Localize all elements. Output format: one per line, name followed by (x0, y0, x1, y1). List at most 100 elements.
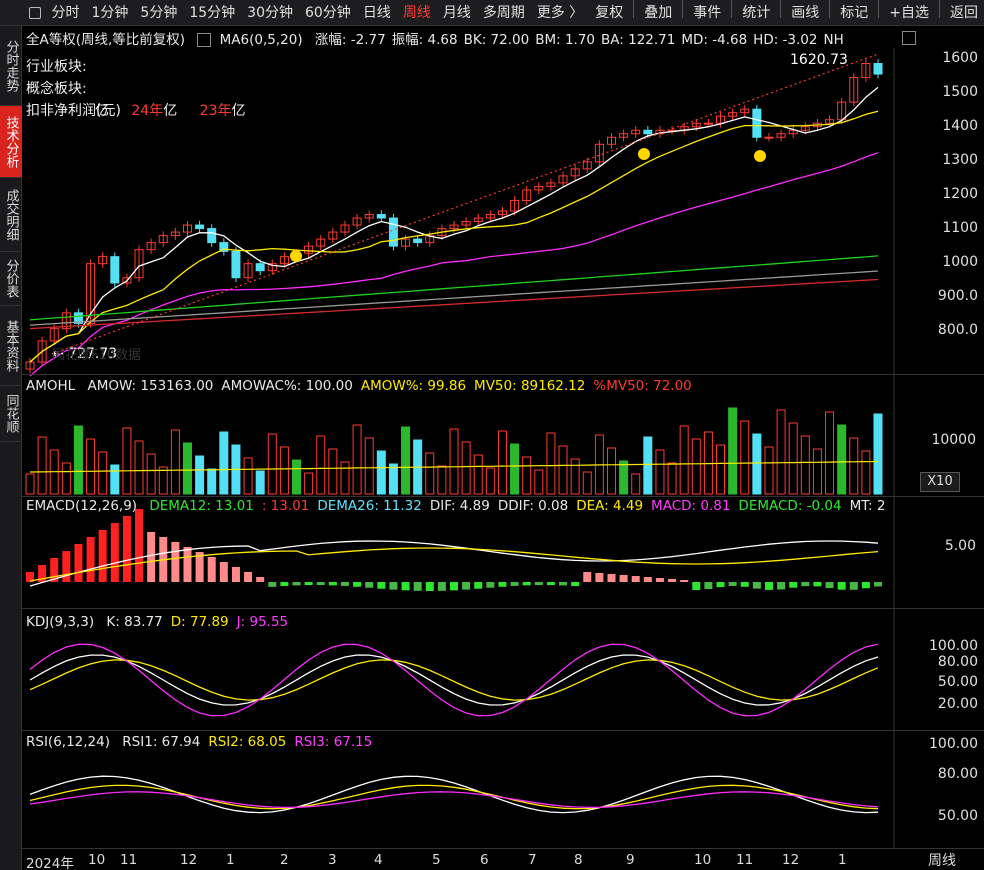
macd-bar (389, 582, 398, 590)
volume-bar (606, 447, 616, 495)
volume-bar (401, 426, 411, 495)
volume-bar (510, 443, 520, 495)
toolbar-separator (939, 0, 940, 18)
volume-bar (340, 461, 350, 495)
ma30-line (29, 152, 879, 377)
menu-icon[interactable] (24, 0, 45, 26)
period-tab-10[interactable]: 更多 〉 (536, 4, 584, 21)
period-tab-3[interactable]: 15分钟 (189, 4, 236, 21)
period-tab-4[interactable]: 30分钟 (247, 4, 293, 21)
period-label: 周线 (928, 853, 956, 869)
macd-bar (219, 562, 228, 582)
candle-body (800, 126, 810, 131)
stat-7: NH (823, 32, 844, 48)
candle-body (522, 189, 532, 201)
period-tabs: 分时 1分钟 5分钟 15分钟 30分钟 60分钟 日线 周线 月线 多周期 更多 〉 (45, 0, 589, 26)
period-tab-5[interactable]: 60分钟 (304, 4, 351, 21)
volume-bar (267, 433, 277, 495)
sidebar-item-1[interactable]: 技术分析 (0, 106, 22, 178)
candle-body (643, 129, 653, 135)
candle-body (316, 238, 326, 247)
period-tab-9[interactable]: 多周期 (482, 4, 525, 21)
candle-body (497, 210, 507, 216)
sidebar-item-5[interactable]: 同花顺 (0, 386, 22, 442)
volume-bar (631, 473, 641, 495)
candle-body (425, 235, 435, 244)
candle-body (195, 224, 205, 230)
pane-divider (22, 374, 984, 375)
macd-bar (571, 582, 580, 587)
x-tick-6: 3 (328, 852, 337, 868)
volume-bar (292, 459, 302, 495)
candle-body (449, 224, 459, 230)
macd-bar (643, 577, 652, 582)
high-marker: 1620.73 (790, 52, 848, 68)
macd-bar (849, 582, 858, 590)
volume-bar (425, 452, 435, 495)
macd-bar (692, 582, 701, 590)
macd-bar (365, 582, 374, 588)
candle-body (752, 108, 762, 138)
toolbar-action-4[interactable]: 画线 (791, 4, 820, 21)
index-title: 全A等权(周线,等比前复权) (26, 32, 186, 48)
candle-body (728, 112, 738, 117)
macd-bar (74, 544, 83, 582)
volume-bar (243, 457, 253, 495)
candle-body (364, 214, 374, 219)
candle-body (546, 182, 556, 187)
macd-bar (801, 582, 810, 587)
toolbar-separator (682, 0, 684, 18)
volume-bar (219, 431, 229, 495)
toolbar-action-7[interactable]: 返回 (950, 4, 978, 21)
sidebar-item-0[interactable]: 分时走势 (0, 26, 22, 106)
volume-bar (849, 437, 859, 495)
volume-bar (582, 471, 592, 495)
toolbar-action-6[interactable]: +自选 (889, 4, 929, 21)
macd-bar (171, 542, 180, 582)
period-tab-1[interactable]: 1分钟 (91, 4, 129, 21)
volume-ma-line (29, 460, 879, 473)
period-tab-2[interactable]: 5分钟 (140, 4, 178, 21)
toolbar-separator (731, 0, 733, 18)
ma250-line (29, 278, 879, 330)
toolbar-action-0[interactable]: 复权 (595, 4, 624, 21)
macd-bar (377, 582, 386, 589)
rsi3-line (29, 791, 879, 809)
emacd-item-6: MACD: 0.81 (651, 498, 731, 514)
sidebar-item-2[interactable]: 成交明细 (0, 178, 22, 252)
macd-bar (207, 557, 216, 582)
main-y-tick-4: 1200 (942, 186, 978, 202)
toolbar-action-3[interactable]: 统计 (742, 4, 771, 21)
period-tab-7[interactable]: 周线 (402, 4, 431, 21)
candle-body (279, 256, 289, 265)
toolbar-action-5[interactable]: 标记 (840, 4, 869, 21)
kdj-y-tick-1: 80.00 (937, 654, 978, 670)
candle-body (401, 238, 411, 247)
toolbar-action-1[interactable]: 叠加 (644, 4, 673, 21)
sidebar: 分时走势 技术分析 成交明细 分价表 基本资料 同花顺 (0, 26, 22, 870)
scale-button[interactable]: X10 (920, 472, 960, 492)
sidebar-item-4[interactable]: 基本资料 (0, 306, 22, 386)
stat-1: 振幅: 4.68 (391, 32, 458, 48)
toolbar-action-2[interactable]: 事件 (693, 4, 722, 21)
rsi-header: RSI(6,12,24) RSI1: 67.94 RSI2: 68.05 RSI3:… (26, 734, 388, 750)
volume-bar (328, 448, 338, 495)
period-tab-0[interactable]: 分时 (51, 4, 80, 21)
industry-label: 行业板块: (26, 59, 87, 75)
period-tab-8[interactable]: 月线 (442, 4, 471, 21)
sidebar-item-3[interactable]: 分价表 (0, 252, 22, 306)
macd-bar (764, 582, 773, 590)
chart-canvas[interactable] (22, 26, 984, 870)
candle-body (170, 231, 180, 237)
expand-icon[interactable] (902, 31, 916, 45)
period-tab-6[interactable]: 日线 (362, 4, 391, 21)
volume-bar (558, 445, 568, 495)
settings-icon[interactable] (197, 33, 212, 47)
candle-body (110, 256, 120, 284)
main-y-tick-6: 1000 (942, 254, 978, 270)
main-stats: 涨幅: -2.77 振幅: 4.68 BK: 72.00 BM: 1.70 BA: 12… (315, 32, 850, 48)
macd-bar (680, 580, 689, 582)
macd-bar (244, 572, 253, 582)
trend-line (51, 53, 879, 355)
rsi-values: RSI1: 67.94 RSI2: 68.05 RSI3: 67.15 (122, 734, 380, 750)
